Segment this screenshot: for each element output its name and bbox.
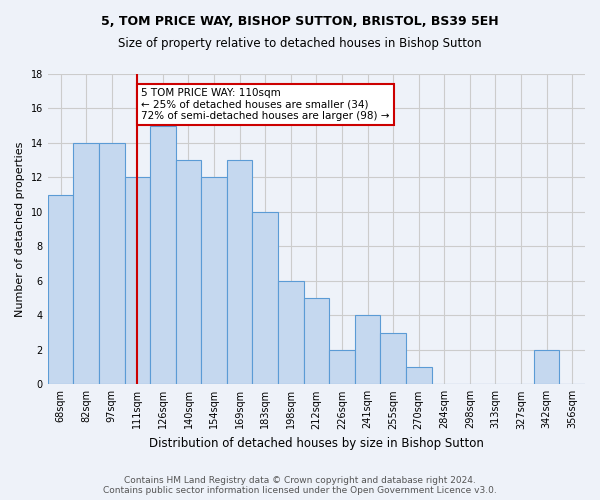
Text: Size of property relative to detached houses in Bishop Sutton: Size of property relative to detached ho… (118, 38, 482, 51)
Bar (48, 194, 73, 384)
Bar (125, 178, 150, 384)
Bar (355, 316, 380, 384)
Bar (227, 160, 253, 384)
Bar (176, 160, 201, 384)
Bar (304, 298, 329, 384)
X-axis label: Distribution of detached houses by size in Bishop Sutton: Distribution of detached houses by size … (149, 437, 484, 450)
Bar (278, 281, 304, 384)
Bar (99, 143, 125, 384)
Bar (150, 126, 176, 384)
Bar (406, 367, 431, 384)
Text: 5, TOM PRICE WAY, BISHOP SUTTON, BRISTOL, BS39 5EH: 5, TOM PRICE WAY, BISHOP SUTTON, BRISTOL… (101, 15, 499, 28)
Y-axis label: Number of detached properties: Number of detached properties (15, 142, 25, 317)
Bar (534, 350, 559, 384)
Bar (380, 332, 406, 384)
Text: 5 TOM PRICE WAY: 110sqm
← 25% of detached houses are smaller (34)
72% of semi-de: 5 TOM PRICE WAY: 110sqm ← 25% of detache… (141, 88, 389, 121)
Bar (201, 178, 227, 384)
Bar (73, 143, 99, 384)
Bar (253, 212, 278, 384)
Text: Contains HM Land Registry data © Crown copyright and database right 2024.
Contai: Contains HM Land Registry data © Crown c… (103, 476, 497, 495)
Bar (329, 350, 355, 384)
